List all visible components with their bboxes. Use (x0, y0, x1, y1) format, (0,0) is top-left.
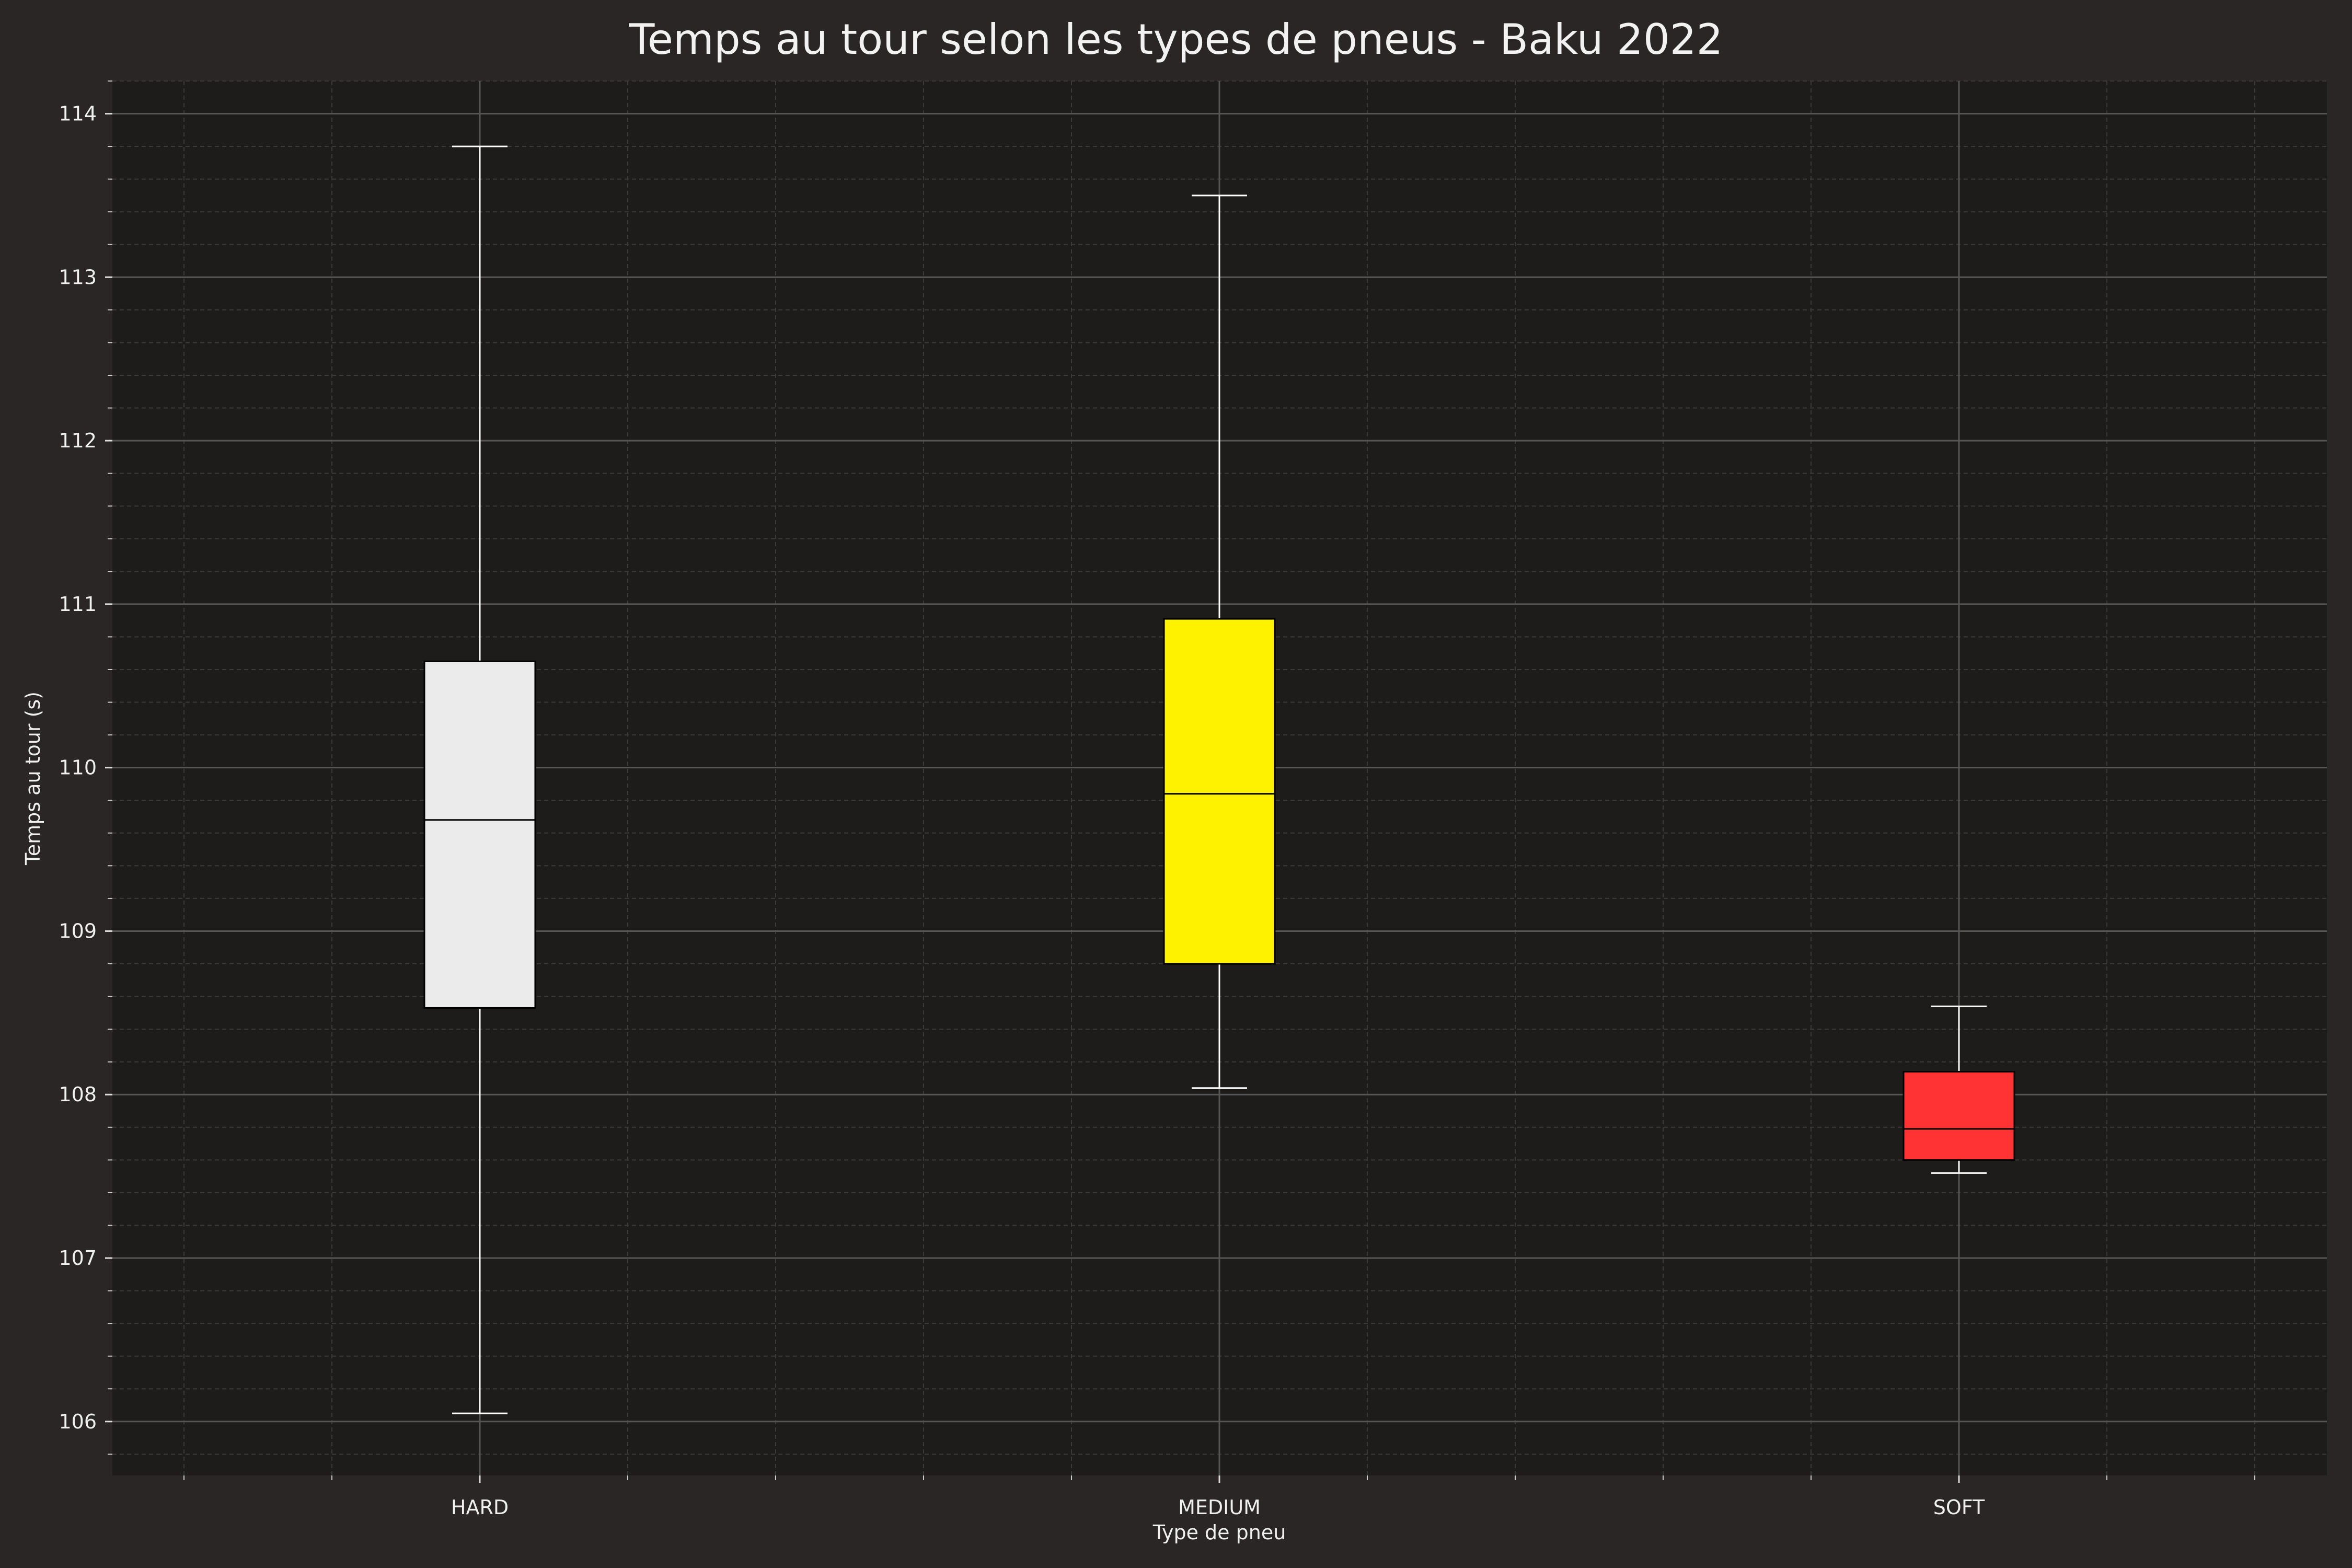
y-tick-label: 111 (59, 593, 97, 616)
x-tick-label: HARD (451, 1496, 509, 1519)
x-axis-label: Type de pneu (1152, 1521, 1286, 1544)
iqr-box (423, 660, 536, 1009)
y-tick-label: 107 (59, 1247, 97, 1270)
chart-title: Temps au tour selon les types de pneus -… (628, 15, 1723, 64)
y-axis-label: Temps au tour (s) (21, 691, 44, 866)
x-tick-label: SOFT (1933, 1496, 1985, 1519)
y-tick-label: 114 (59, 102, 97, 125)
y-tick-label: 106 (59, 1410, 97, 1433)
y-tick-label: 112 (59, 429, 97, 452)
ticks: 106 107 108 109 110 111 112 113 114 HARD MEDIUM SOF… (59, 80, 2255, 1519)
box-soft (1903, 1005, 2015, 1174)
y-tick-label: 113 (59, 266, 97, 289)
box-medium (1163, 194, 1276, 1089)
y-tick-label: 110 (59, 756, 97, 779)
boxes (423, 145, 2015, 1414)
x-tick-label: MEDIUM (1178, 1496, 1261, 1519)
y-tick-label: 108 (59, 1083, 97, 1106)
iqr-box (1163, 618, 1276, 965)
y-tick-label: 109 (59, 919, 97, 942)
box-hard (423, 145, 536, 1414)
iqr-box (1903, 1070, 2015, 1161)
